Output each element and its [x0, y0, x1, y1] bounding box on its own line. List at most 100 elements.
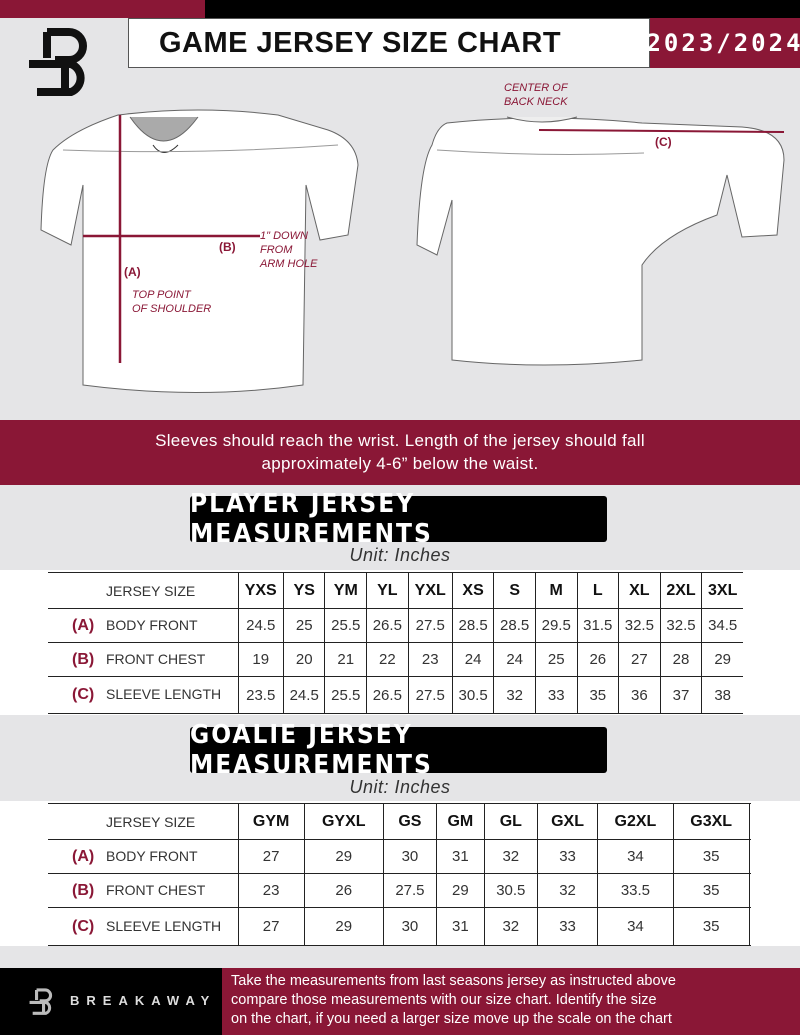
- table-cell: 27.5: [407, 676, 453, 714]
- table-cell: 35: [672, 873, 750, 908]
- breakaway-footer-logo-icon: [29, 988, 53, 1015]
- row-label: (A) BODY FRONT: [48, 609, 238, 643]
- size-column-header: GL: [483, 803, 538, 840]
- row-letter: (C): [72, 917, 95, 935]
- size-column-header: GXL: [537, 803, 598, 840]
- note-armhole: 1" DOWN FROM ARM HOLE: [260, 229, 317, 271]
- size-header-label: JERSEY SIZE: [106, 813, 196, 830]
- table-cell: 25: [282, 608, 325, 643]
- size-column-header: GYM: [237, 803, 305, 840]
- table-cell: 35: [672, 907, 750, 946]
- row-name: FRONT CHEST: [106, 650, 206, 667]
- table-cell: 31: [436, 907, 485, 946]
- footer-line: Take the measurements from last seasons …: [231, 973, 676, 989]
- table-cell: 33: [537, 839, 598, 874]
- size-column-header: YXL: [407, 572, 453, 609]
- table-header-row: JERSEY SIZE GYM GYXL GS GM GL GXL G2XL G3XL: [48, 803, 750, 840]
- table-cell: 32: [483, 839, 538, 874]
- table-cell: 26: [576, 642, 619, 677]
- label-b: (B): [219, 240, 236, 254]
- table-cell: 27.5: [407, 608, 453, 643]
- table-cell: 32.5: [618, 608, 661, 643]
- row-name: BODY FRONT: [106, 616, 198, 633]
- top-bar: [205, 0, 800, 18]
- table-cell: 19: [237, 642, 284, 677]
- table-cell: [748, 907, 750, 946]
- table-row: (A) BODY FRONT 27 29 30 31 32 33 34 35: [48, 839, 750, 874]
- table-cell: 22: [366, 642, 409, 677]
- table-cell: 26.5: [366, 676, 409, 714]
- table-cell: 33.5: [597, 873, 674, 908]
- footer-line: compare those measurements with our size…: [231, 992, 657, 1008]
- table-cell: 30.5: [483, 873, 538, 908]
- size-column-header: GYXL: [303, 803, 384, 840]
- row-label: (B) FRONT CHEST: [48, 643, 238, 677]
- note-shoulder: TOP POINT OF SHOULDER: [132, 288, 211, 316]
- size-column-header: [748, 803, 750, 840]
- table-cell: 30: [382, 839, 437, 874]
- table-cell: [748, 873, 750, 908]
- size-column-header: YXS: [237, 572, 284, 609]
- banner-line: Sleeves should reach the wrist. Length o…: [155, 431, 645, 450]
- table-cell: 28: [659, 642, 702, 677]
- goalie-section-title: GOALIE JERSEY MEASUREMENTS: [190, 720, 607, 780]
- table-cell: 29: [303, 907, 384, 946]
- footer-brand-name: BREAKAWAY: [70, 993, 217, 1008]
- note-line: TOP POINT: [132, 289, 191, 301]
- label-a: (A): [124, 265, 141, 279]
- table-cell: 30.5: [451, 676, 494, 714]
- top-bar-accent: [0, 0, 205, 18]
- goalie-unit: Unit: Inches: [349, 777, 451, 797]
- table-cell: 27.5: [382, 873, 437, 908]
- footer-line: on the chart, if you need a larger size …: [231, 1011, 672, 1027]
- table-cell: 27: [618, 642, 661, 677]
- size-column-header: YM: [324, 572, 367, 609]
- table-cell: 24: [451, 642, 494, 677]
- row-label: (C) SLEEVE LENGTH: [48, 677, 238, 714]
- size-column-header: YS: [282, 572, 325, 609]
- row-label: (C) SLEEVE LENGTH: [48, 908, 238, 946]
- size-column-header: GM: [436, 803, 485, 840]
- row-letter: (A): [72, 616, 95, 634]
- page-title: GAME JERSEY SIZE CHART: [128, 18, 650, 68]
- table-cell: 32: [483, 907, 538, 946]
- table-cell: 23.5: [237, 676, 284, 714]
- table-cell: 24.5: [237, 608, 284, 643]
- table-cell: 21: [324, 642, 367, 677]
- size-column-header: S: [493, 572, 536, 609]
- table-cell: 23: [237, 873, 305, 908]
- table-cell: 29.5: [534, 608, 577, 643]
- table-cell: 31.5: [576, 608, 619, 643]
- table-header-row: JERSEY SIZE YXS YS YM YL YXL XS S M L XL 2XL 3XL: [48, 572, 743, 609]
- table-cell: 32.5: [659, 608, 702, 643]
- size-column-header: 2XL: [659, 572, 702, 609]
- table-cell: 27: [237, 907, 305, 946]
- player-size-table: JERSEY SIZE YXS YS YM YL YXL XS S M L XL 2XL 3XL (A) B…: [48, 572, 743, 714]
- table-row: (C) SLEEVE LENGTH 23.5 24.5 25.5 26.5 27.5 30.5…: [48, 676, 743, 714]
- table-cell: 33: [537, 907, 598, 946]
- table-cell: [748, 839, 750, 874]
- size-column-header: XS: [451, 572, 494, 609]
- table-cell: 37: [659, 676, 702, 714]
- row-name: FRONT CHEST: [106, 881, 206, 898]
- back-jersey-diagram: [416, 116, 785, 366]
- size-column-header: G3XL: [672, 803, 750, 840]
- goalie-size-table: JERSEY SIZE GYM GYXL GS GM GL GXL G2XL G3XL (A) BO…: [48, 803, 750, 946]
- season-label: 2023/2024: [646, 18, 800, 68]
- table-cell: 31: [436, 839, 485, 874]
- row-label: (A) BODY FRONT: [48, 840, 238, 874]
- size-column-header: XL: [618, 572, 661, 609]
- footer-instructions: Take the measurements from last seasons …: [222, 968, 800, 1035]
- table-cell: 20: [282, 642, 325, 677]
- table-cell: 25.5: [324, 608, 367, 643]
- player-section-title: PLAYER JERSEY MEASUREMENTS: [190, 489, 607, 549]
- row-name: SLEEVE LENGTH: [106, 686, 222, 702]
- row-letter: (B): [72, 650, 95, 668]
- table-cell: 36: [618, 676, 661, 714]
- fit-instructions-banner: Sleeves should reach the wrist. Length o…: [0, 420, 800, 485]
- note-line: OF SHOULDER: [132, 303, 212, 315]
- row-letter: (A): [72, 847, 95, 865]
- label-c: (C): [655, 135, 672, 149]
- table-cell: 32: [537, 873, 598, 908]
- table-cell: 24.5: [282, 676, 325, 714]
